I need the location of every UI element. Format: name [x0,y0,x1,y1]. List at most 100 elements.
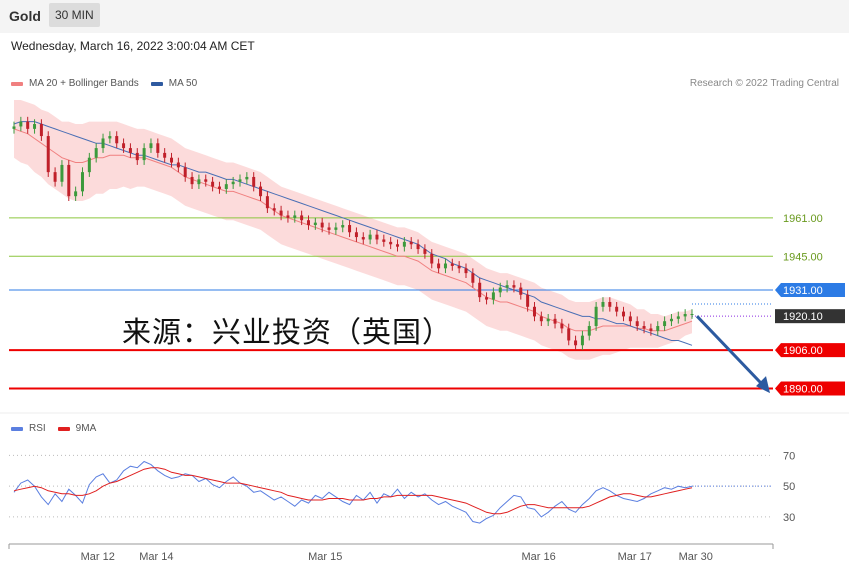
candle-body-21 [156,143,160,153]
candle-body-46 [327,227,331,230]
candle-body-22 [163,152,167,158]
candle-body-29 [211,181,215,187]
candle-body-60 [423,249,427,254]
candle-body-59 [416,244,420,250]
candle-body-27 [197,179,201,185]
candle-body-63 [443,263,447,269]
candle-body-16 [122,143,126,149]
candle-body-35 [252,176,256,187]
candle-body-57 [402,241,406,247]
candle-body-75 [526,294,530,307]
top-bar: Gold 30 MIN [0,0,849,33]
candle-body-72 [505,285,509,288]
candle-body-11 [87,157,91,173]
candle-body-44 [313,222,317,226]
candle-body-84 [587,326,591,336]
candle-body-19 [142,148,146,161]
candle-body-10 [80,172,84,192]
candle-body-87 [608,301,612,307]
watermark-text: 来源：兴业投资（英国） [122,315,453,349]
candle-body-33 [238,179,242,182]
candle-body-50 [354,232,358,238]
candle-body-97 [676,316,680,319]
candle-body-83 [580,335,584,346]
candle-body-58 [409,241,413,245]
candle-body-26 [190,176,194,185]
candle-body-67 [471,273,475,283]
rsi-tick-50: 50 [783,481,795,493]
credit-text: Research © 2022 Trading Central [689,78,839,89]
candle-body-79 [553,318,557,324]
candle-body-34 [245,176,249,180]
bollinger-band [14,100,692,360]
candle-body-5 [46,136,50,173]
timeframe-badge[interactable]: 30 MIN [49,3,100,27]
level-badge-2 [775,282,845,297]
x-tick-label-3: Mar 16 [521,551,555,563]
x-tick-label-4: Mar 17 [618,551,652,563]
candle-body-7 [60,164,64,182]
candle-body-61 [430,253,434,264]
main-legend: MA 20 + Bollinger Bands MA 50 [11,78,197,89]
candle-body-80 [560,323,564,329]
rsi-tick-30: 30 [783,512,795,524]
candle-body-41 [293,215,297,218]
level-label-4: 1906.00 [783,345,823,357]
candle-body-53 [375,234,379,240]
level-label-2: 1931.00 [783,285,823,297]
candle-body-93 [649,328,653,331]
candle-body-94 [656,326,660,331]
candle-body-12 [94,148,98,158]
candle-body-92 [642,326,646,329]
candle-body-76 [532,306,536,317]
candle-body-0 [12,126,16,129]
candle-body-51 [361,237,365,240]
rsi-line [13,460,693,524]
candle-body-20 [149,143,153,149]
candle-body-1 [19,121,23,127]
candle-body-32 [231,181,235,185]
candle-body-28 [204,179,208,182]
candle-body-2 [26,121,30,129]
legend-label-ma50: MA 50 [168,78,198,89]
current-price-badge [775,309,845,324]
candle-body-64 [450,263,454,266]
candle-body-48 [341,225,345,228]
legend-label-9ma: 9MA [75,423,97,434]
x-tick-label-5: Mar 30 [679,551,713,563]
candle-body-14 [108,136,112,139]
candle-body-88 [615,306,619,312]
candle-body-56 [396,244,400,247]
candle-body-4 [39,124,43,137]
chart-title: Gold [9,8,41,24]
candle-body-71 [498,287,502,293]
candle-body-98 [683,314,687,317]
candle-body-13 [101,138,105,149]
candle-body-81 [567,328,571,341]
level-label-0: 1961.00 [783,213,823,225]
candle-body-24 [176,162,180,168]
forecast-arrow [695,315,764,386]
candle-body-25 [183,167,187,177]
candle-body-17 [128,148,132,153]
candle-body-91 [635,321,639,327]
candle-body-38 [272,208,276,211]
candle-body-43 [306,220,310,226]
candle-body-49 [348,225,352,233]
candle-body-42 [300,215,304,221]
rsi-tick-70: 70 [783,450,795,462]
candle-body-69 [485,297,489,300]
legend-label-rsi: RSI [29,423,46,434]
candle-body-55 [389,241,393,245]
candle-body-68 [478,282,482,298]
level-label-1: 1945.00 [783,251,823,263]
candle-body-45 [320,222,324,228]
level-label-5: 1890.00 [783,384,823,396]
candle-body-77 [539,316,543,322]
candle-body-3 [33,124,37,129]
candle-body-8 [67,164,71,197]
candle-body-90 [628,316,632,322]
candle-body-52 [368,234,372,240]
x-tick-label-2: Mar 15 [308,551,342,563]
